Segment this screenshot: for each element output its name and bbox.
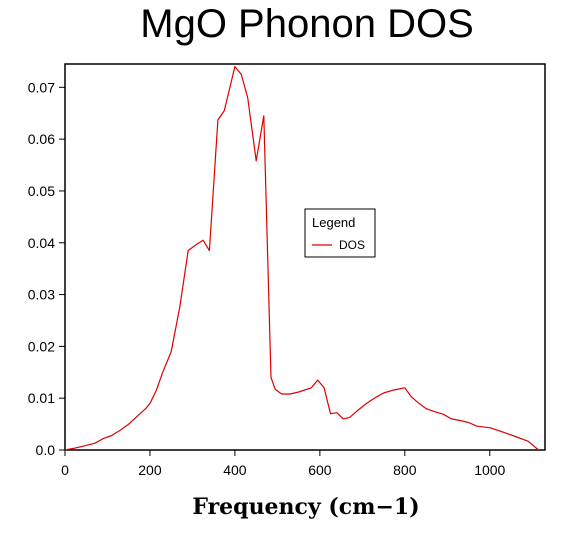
plot-frame — [64, 63, 546, 451]
x-tick-label: 200 — [138, 462, 162, 478]
y-tick-label: 0.04 — [28, 235, 55, 251]
chart-title: MgO Phonon DOS — [140, 2, 474, 46]
y-tick-label: 0.06 — [28, 131, 55, 147]
y-tick-label: 0.0 — [36, 442, 56, 458]
y-tick-label: 0.03 — [28, 287, 55, 303]
y-axis: 0.0 0.01 0.02 0.03 0.04 0.05 0.06 0.07 — [28, 79, 65, 458]
plot-area-border — [64, 63, 546, 451]
x-tick-label: 1000 — [474, 462, 505, 478]
series-line-dos — [64, 65, 539, 451]
y-tick-label: 0.07 — [28, 79, 55, 95]
legend-title: Legend — [312, 215, 355, 230]
legend-box — [304, 208, 376, 258]
x-axis-title: Frequency (cm−1) — [192, 494, 419, 520]
y-tick-label: 0.02 — [28, 338, 55, 354]
x-tick-label: 0 — [61, 462, 69, 478]
x-tick-label: 800 — [393, 462, 417, 478]
legend-label-dos: DOS — [339, 238, 365, 252]
legend: Legend DOS — [304, 208, 376, 258]
y-tick-label: 0.01 — [28, 390, 55, 406]
x-tick-label: 400 — [223, 462, 247, 478]
series-layer — [64, 65, 539, 451]
y-tick-label: 0.05 — [28, 183, 55, 199]
x-tick-label: 600 — [308, 462, 332, 478]
x-axis: 0 200 400 600 800 1000 — [61, 450, 506, 478]
